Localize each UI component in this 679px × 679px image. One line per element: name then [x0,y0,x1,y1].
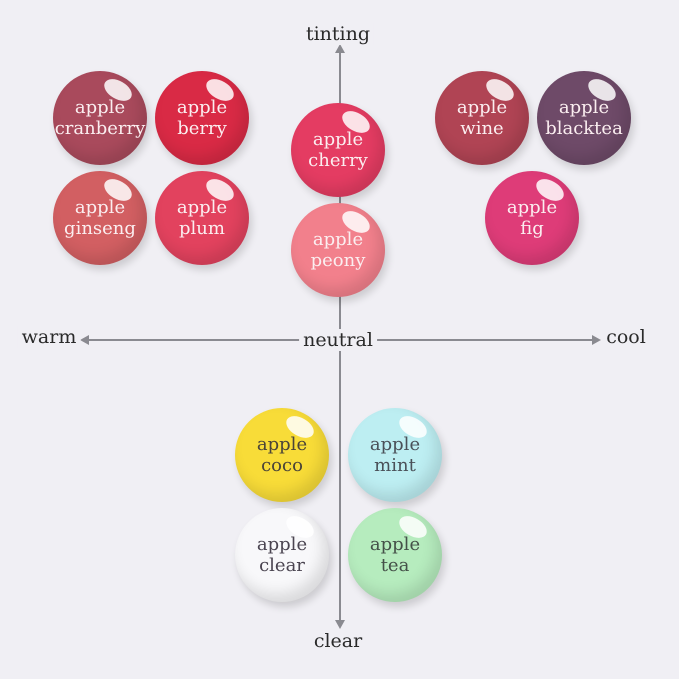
shade-swatch-ginseng: apple ginseng [53,171,147,265]
shade-swatch-blacktea: apple blacktea [537,71,631,165]
arrow-right-icon [592,335,601,345]
shade-label-line2: cranberry [54,118,146,139]
shade-label-line1: apple [369,434,421,455]
shade-label-line2: clear [259,555,305,576]
shade-label-line1: apple [456,97,508,118]
shade-label-line2: mint [374,455,416,476]
shade-label-line1: apple [256,434,308,455]
shade-swatch-wine: apple wine [435,71,529,165]
shade-label-line2: wine [460,118,504,139]
shade-label-line1: apple [176,197,228,218]
axis-label-clear: clear [309,630,367,652]
shade-label-line2: blacktea [545,118,623,139]
shade-swatch-mint: apple mint [348,408,442,502]
shade-label-line1: apple [506,197,558,218]
shade-swatch-fig: apple fig [485,171,579,265]
shade-swatch-plum: apple plum [155,171,249,265]
shade-label-line1: apple [369,534,421,555]
axis-label-neutral: neutral [299,329,377,351]
shade-swatch-tea: apple tea [348,508,442,602]
shade-label-line2: plum [179,218,225,239]
shade-label-line1: apple [74,197,126,218]
shade-label-line2: peony [310,250,366,271]
shade-label-line2: cherry [308,150,368,171]
arrow-down-icon [335,620,345,629]
shade-label-line1: apple [558,97,610,118]
shade-swatch-clear: apple clear [235,508,329,602]
shade-swatch-peony: apple peony [291,203,385,297]
shade-label-line2: ginseng [64,218,136,239]
shade-label-line2: coco [261,455,303,476]
shade-label-line2: berry [177,118,227,139]
shade-label-line1: apple [74,97,126,118]
shade-swatch-cherry: apple cherry [291,103,385,197]
arrow-left-icon [80,335,89,345]
axis-label-tinting: tinting [301,23,375,45]
shade-swatch-coco: apple coco [235,408,329,502]
axis-label-cool: cool [602,326,650,348]
shade-label-line1: apple [256,534,308,555]
shade-label-line1: apple [176,97,228,118]
arrow-up-icon [335,44,345,53]
shade-label-line2: fig [520,218,544,239]
shade-label-line2: tea [380,555,410,576]
axis-label-warm: warm [17,326,81,348]
shade-swatch-cranberry: apple cranberry [53,71,147,165]
shade-label-line1: apple [312,129,364,150]
shade-label-line1: apple [312,229,364,250]
shade-swatch-berry: apple berry [155,71,249,165]
